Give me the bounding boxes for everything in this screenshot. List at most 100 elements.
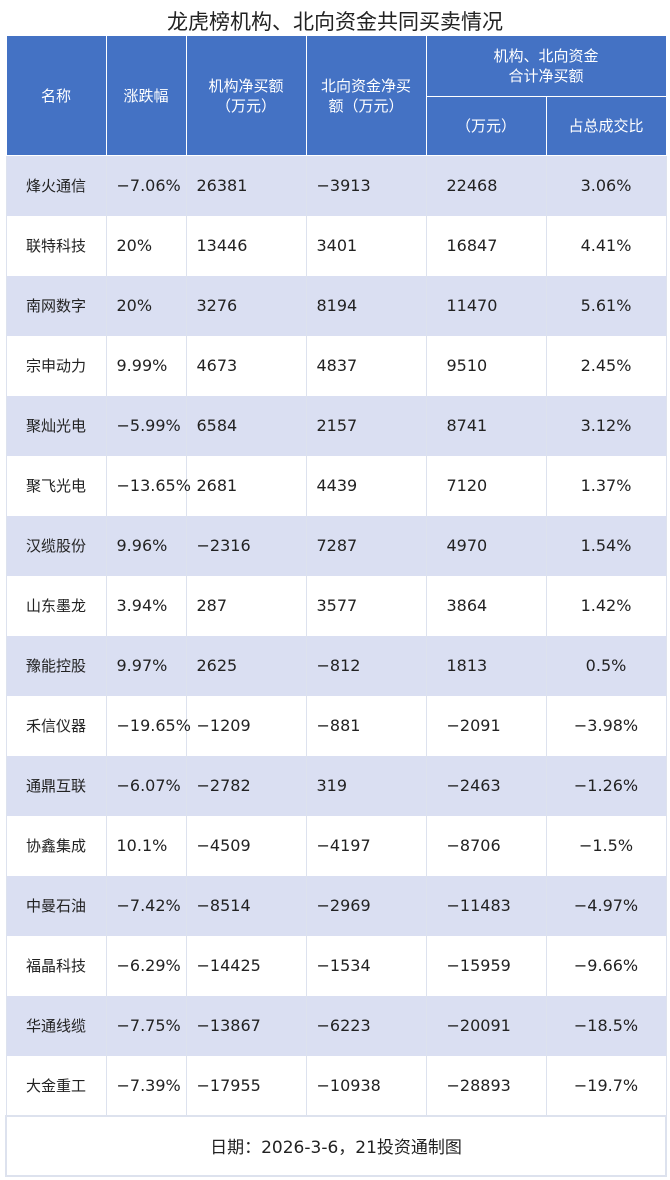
turnover-share: 5.61% — [545, 275, 667, 336]
turnover-share: 0.5% — [545, 635, 667, 696]
turnover-share: −3.98% — [545, 695, 667, 756]
stock-name: 南网数字 — [5, 275, 107, 336]
stock-name: 协鑫集成 — [5, 815, 107, 876]
north-net-buy: −812 — [305, 635, 427, 696]
stock-name: 宗申动力 — [5, 335, 107, 396]
stock-name: 烽火通信 — [5, 155, 107, 216]
change-pct: −7.42% — [105, 875, 187, 936]
inst-net-buy: −13867 — [185, 995, 307, 1056]
change-pct: −5.99% — [105, 395, 187, 456]
header-combined-amount: （万元） — [425, 96, 547, 156]
table-row: 汉缆股份 9.96% −2316 7287 4970 1.54% — [5, 515, 667, 576]
stock-name: 聚灿光电 — [5, 395, 107, 456]
combined-net-buy: 16847 — [425, 215, 547, 276]
stock-name: 福晶科技 — [5, 935, 107, 996]
combined-net-buy: 4970 — [425, 515, 547, 576]
inst-net-buy: 2681 — [185, 455, 307, 516]
inst-net-buy: 13446 — [185, 215, 307, 276]
turnover-share: 2.45% — [545, 335, 667, 396]
change-pct: 3.94% — [105, 575, 187, 636]
north-net-buy: 3401 — [305, 215, 427, 276]
change-pct: −7.06% — [105, 155, 187, 216]
change-pct: −7.39% — [105, 1055, 187, 1116]
inst-net-buy: −2782 — [185, 755, 307, 816]
change-pct: −19.65% — [105, 695, 191, 756]
combined-net-buy: −11483 — [425, 875, 547, 936]
combined-net-buy: 7120 — [425, 455, 547, 516]
north-net-buy: −3913 — [305, 155, 427, 216]
table-row: 中曼石油 −7.42% −8514 −2969 −11483 −4.97% — [5, 875, 667, 936]
combined-net-buy: −28893 — [425, 1055, 547, 1116]
turnover-share: −19.7% — [545, 1055, 667, 1116]
turnover-share: 1.37% — [545, 455, 667, 516]
north-net-buy: −10938 — [305, 1055, 427, 1116]
table-row: 聚飞光电 −13.65% 2681 4439 7120 1.37% — [5, 455, 667, 516]
stock-name: 华通线缆 — [5, 995, 107, 1056]
inst-net-buy: 2625 — [185, 635, 307, 696]
change-pct: −7.75% — [105, 995, 187, 1056]
combined-net-buy: −2091 — [425, 695, 547, 756]
combined-net-buy: −2463 — [425, 755, 547, 816]
table-row: 山东墨龙 3.94% 287 3577 3864 1.42% — [5, 575, 667, 636]
change-pct: 9.96% — [105, 515, 187, 576]
table-row: 禾信仪器 −19.65% −1209 −881 −2091 −3.98% — [5, 695, 667, 756]
inst-net-buy: −2316 — [185, 515, 307, 576]
data-table: 名称 涨跌幅 机构净买额 （万元） 北向资金净买 额（万元） 机构、北向资金 合… — [4, 35, 668, 1177]
combined-net-buy: 1813 — [425, 635, 547, 696]
table-row: 联特科技 20% 13446 3401 16847 4.41% — [5, 215, 667, 276]
inst-net-buy: 4673 — [185, 335, 307, 396]
turnover-share: −9.66% — [545, 935, 667, 996]
table-row: 协鑫集成 10.1% −4509 −4197 −8706 −1.5% — [5, 815, 667, 876]
turnover-share: −1.5% — [545, 815, 667, 876]
turnover-share: 1.54% — [545, 515, 667, 576]
table-row: 福晶科技 −6.29% −14425 −1534 −15959 −9.66% — [5, 935, 667, 996]
north-net-buy: 319 — [305, 755, 427, 816]
north-net-buy: 8194 — [305, 275, 427, 336]
combined-net-buy: −15959 — [425, 935, 547, 996]
combined-net-buy: −20091 — [425, 995, 547, 1056]
north-net-buy: −6223 — [305, 995, 427, 1056]
north-net-buy: 2157 — [305, 395, 427, 456]
footer-note: 日期：2026-3-6，21投资通制图 — [4, 1114, 668, 1177]
header-combined-group: 机构、北向资金 合计净买额 — [425, 35, 667, 97]
table-row: 南网数字 20% 3276 8194 11470 5.61% — [5, 275, 667, 336]
turnover-share: 3.12% — [545, 395, 667, 456]
table-row: 宗申动力 9.99% 4673 4837 9510 2.45% — [5, 335, 667, 396]
combined-net-buy: 3864 — [425, 575, 547, 636]
stock-name: 豫能控股 — [5, 635, 107, 696]
combined-net-buy: −8706 — [425, 815, 547, 876]
table-row: 聚灿光电 −5.99% 6584 2157 8741 3.12% — [5, 395, 667, 456]
turnover-share: −18.5% — [545, 995, 667, 1056]
north-net-buy: −2969 — [305, 875, 427, 936]
inst-net-buy: 3276 — [185, 275, 307, 336]
change-pct: 20% — [105, 275, 187, 336]
header-inst: 机构净买额 （万元） — [185, 35, 307, 156]
change-pct: −6.29% — [105, 935, 187, 996]
change-pct: −6.07% — [105, 755, 187, 816]
header-name: 名称 — [5, 35, 107, 156]
stock-name: 聚飞光电 — [5, 455, 107, 516]
stock-name: 禾信仪器 — [5, 695, 107, 756]
turnover-share: −1.26% — [545, 755, 667, 816]
turnover-share: −4.97% — [545, 875, 667, 936]
combined-net-buy: 11470 — [425, 275, 547, 336]
stock-name: 中曼石油 — [5, 875, 107, 936]
stock-name: 山东墨龙 — [5, 575, 107, 636]
table-title: 龙虎榜机构、北向资金共同买卖情况 — [167, 10, 503, 34]
north-net-buy: −881 — [305, 695, 427, 756]
north-net-buy: 4837 — [305, 335, 427, 396]
north-net-buy: 7287 — [305, 515, 427, 576]
table-row: 烽火通信 −7.06% 26381 −3913 22468 3.06% — [5, 155, 667, 216]
stock-name: 通鼎互联 — [5, 755, 107, 816]
table-row: 大金重工 −7.39% −17955 −10938 −28893 −19.7% — [5, 1055, 667, 1116]
header-change: 涨跌幅 — [105, 35, 187, 156]
combined-net-buy: 22468 — [425, 155, 547, 216]
change-pct: 10.1% — [105, 815, 187, 876]
combined-net-buy: 9510 — [425, 335, 547, 396]
header-share: 占总成交比 — [545, 96, 667, 156]
inst-net-buy: −17955 — [185, 1055, 307, 1116]
stock-name: 大金重工 — [5, 1055, 107, 1116]
table-row: 豫能控股 9.97% 2625 −812 1813 0.5% — [5, 635, 667, 696]
north-net-buy: −1534 — [305, 935, 427, 996]
turnover-share: 1.42% — [545, 575, 667, 636]
